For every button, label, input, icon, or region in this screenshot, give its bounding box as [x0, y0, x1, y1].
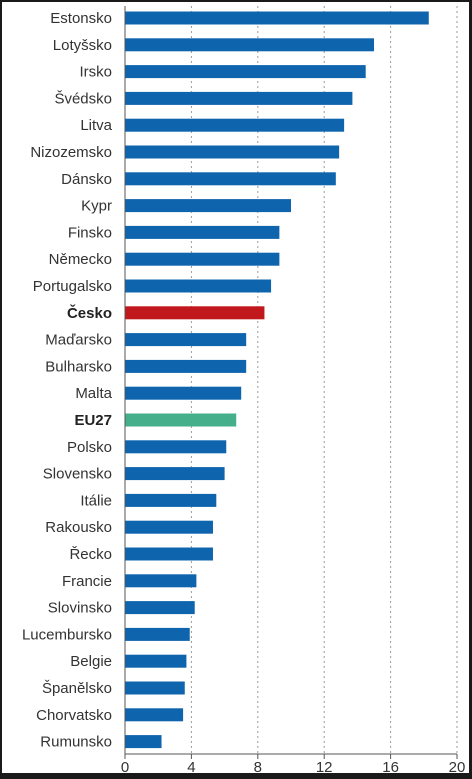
category-label-portugalsko: Portugalsko: [33, 278, 112, 295]
bar-bulharsko: [125, 359, 247, 373]
bar-litva: [125, 118, 345, 132]
category-label-cesko: Česko: [67, 304, 112, 322]
bar-polsko: [125, 440, 227, 454]
bar-chorvatsko: [125, 708, 184, 722]
bar-rakousko: [125, 520, 213, 534]
category-label-svedsko: Švédsko: [54, 90, 112, 107]
bar-belgie: [125, 654, 187, 668]
category-label-kypr: Kypr: [81, 198, 112, 215]
bar-slovinsko: [125, 601, 195, 615]
category-label-slovensko: Slovensko: [43, 466, 112, 483]
bar-madarsko: [125, 333, 247, 347]
bar-nemecko: [125, 252, 280, 266]
chart-frame: Estonsko Lotyšsko Irsko Švédsko Litva Nizozem…: [2, 2, 469, 773]
category-label-litva: Litva: [80, 117, 112, 134]
category-label-irsko: Irsko: [79, 64, 112, 81]
category-label-italie: Itálie: [80, 492, 112, 509]
bar-eu27: [125, 413, 237, 427]
bar-estonsko: [125, 11, 429, 25]
category-label-spanelsko: Španělsko: [42, 680, 112, 697]
bars-group: [125, 11, 429, 749]
category-label-belgie: Belgie: [70, 653, 112, 670]
bar-rumunsko: [125, 735, 162, 749]
bar-dansko: [125, 172, 336, 186]
category-label-malta: Malta: [75, 385, 112, 402]
category-label-eu27: EU27: [74, 412, 112, 429]
category-label-chorvatsko: Chorvatsko: [36, 707, 112, 724]
category-label-lotyssko: Lotyšsko: [53, 37, 112, 54]
x-axis: 0 4 8 12 16 20: [121, 6, 466, 773]
gridlines: [190, 6, 458, 754]
category-label-estonsko: Estonsko: [50, 10, 112, 27]
bar-irsko: [125, 65, 366, 79]
bar-francie: [125, 574, 197, 588]
bar-malta: [125, 386, 242, 400]
bar-nizozemsko: [125, 145, 340, 159]
x-tick-label-8: 8: [254, 759, 262, 773]
bar-finsko: [125, 225, 280, 239]
x-tick-label-16: 16: [382, 759, 399, 773]
x-tick-label-4: 4: [187, 759, 195, 773]
bar-chart: Estonsko Lotyšsko Irsko Švédsko Litva Nizozem…: [22, 6, 466, 773]
category-label-polsko: Polsko: [67, 439, 112, 456]
category-label-rumunsko: Rumunsko: [40, 734, 112, 751]
category-label-nizozemsko: Nizozemsko: [30, 144, 112, 161]
category-label-rakousko: Rakousko: [45, 519, 112, 536]
category-label-francie: Francie: [62, 573, 112, 590]
category-label-bulharsko: Bulharsko: [45, 358, 112, 375]
bar-recko: [125, 547, 213, 561]
bar-italie: [125, 493, 217, 507]
bar-spanelsko: [125, 681, 185, 695]
category-label-nemecko: Německo: [49, 251, 112, 268]
category-label-lucembursko: Lucembursko: [22, 626, 112, 643]
bar-slovensko: [125, 467, 225, 481]
x-tick-label-12: 12: [316, 759, 333, 773]
category-labels: Estonsko Lotyšsko Irsko Švédsko Litva Nizozem…: [22, 10, 113, 751]
category-label-slovinsko: Slovinsko: [48, 600, 112, 617]
bar-cesko: [125, 306, 265, 320]
x-tick-label-20: 20: [449, 759, 466, 773]
bar-portugalsko: [125, 279, 272, 293]
category-label-madarsko: Maďarsko: [45, 332, 112, 349]
bar-kypr: [125, 199, 291, 213]
category-label-recko: Řecko: [69, 546, 112, 563]
bar-lotyssko: [125, 38, 374, 52]
category-label-dansko: Dánsko: [61, 171, 112, 188]
bar-svedsko: [125, 91, 353, 105]
bar-lucembursko: [125, 627, 190, 641]
category-label-finsko: Finsko: [68, 224, 112, 241]
x-tick-label-0: 0: [121, 759, 129, 773]
